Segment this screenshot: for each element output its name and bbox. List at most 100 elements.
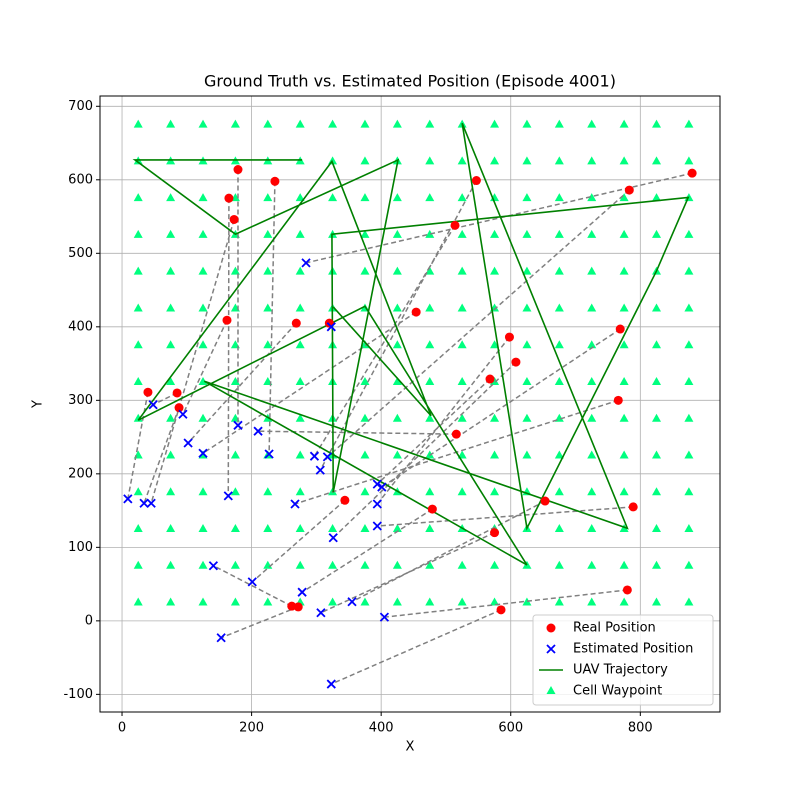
real-point [229,214,239,224]
cell-waypoint [457,266,467,275]
cell-waypoint [230,597,240,606]
pair-line [381,328,621,488]
chart-title: Ground Truth vs. Estimated Position (Epi… [204,72,616,91]
pair-line [301,508,433,593]
cell-waypoint [684,560,694,569]
pair-line [202,311,417,454]
cell-waypoint [263,266,273,275]
cell-waypoint [133,266,143,275]
pair-line [326,189,630,458]
legend-label: UAV Trajectory [573,663,668,678]
cell-waypoint [684,156,694,165]
cell-waypoint [554,303,564,312]
cell-waypoint [457,487,467,496]
estimated-point [309,451,320,461]
cell-waypoint [522,340,532,349]
cell-waypoint [587,487,597,496]
pair-line [376,378,491,485]
cell-waypoint [133,303,143,312]
cell-waypoint [554,229,564,238]
cell-waypoint [198,193,208,202]
cell-waypoint [587,303,597,312]
cell-waypoint [166,487,176,496]
cell-waypoint [263,119,273,128]
cell-waypoint [425,229,435,238]
cell-waypoint [619,597,629,606]
cell-waypoint [457,156,467,165]
estimated-point [264,449,274,459]
estimated-point [322,452,333,462]
estimated-point [223,491,233,501]
cell-waypoint [425,340,435,349]
cell-waypoint [619,266,629,275]
cell-waypoint [230,523,240,532]
cell-waypoint [166,119,176,128]
real-point [172,388,182,398]
real-point [496,605,506,615]
real-point [490,528,500,538]
cell-waypoint [263,523,273,532]
pair-line [251,499,346,583]
cell-waypoint [263,229,273,238]
estimated-point [326,322,336,332]
estimated-point [290,499,300,509]
real-point [628,502,638,512]
pair-line [182,319,228,415]
cell-waypoint [457,597,467,606]
cell-waypoint [425,376,435,385]
cell-waypoint [522,303,532,312]
pair-line [227,198,230,496]
cell-waypoint [425,303,435,312]
cell-waypoint [166,193,176,202]
real-point [615,324,625,334]
estimated-point [148,400,158,410]
legend-label: Cell Waypoint [573,684,662,699]
estimated-point [208,561,219,571]
cell-waypoint [295,303,305,312]
cell-waypoint [684,340,694,349]
cell-waypoint [166,376,176,385]
estimated-point [347,597,357,607]
cell-waypoint [295,487,305,496]
cell-waypoint [263,340,273,349]
estimated-point [139,498,149,508]
cell-waypoint [166,560,176,569]
real-point [427,504,437,514]
cell-waypoint [554,487,564,496]
cell-waypoint [198,523,208,532]
cell-waypoint [587,193,597,202]
cell-waypoint [522,156,532,165]
cell-waypoint [684,413,694,422]
cell-waypoint [360,487,370,496]
estimated-point [253,426,263,436]
cell-waypoint [392,376,402,385]
pair-line [313,224,456,457]
cell-waypoint [133,597,143,606]
cell-waypoint [652,119,662,128]
cell-waypoint [587,119,597,128]
cell-waypoint [360,193,370,202]
cell-waypoint [360,597,370,606]
legend-key [546,623,556,633]
cell-waypoint [198,597,208,606]
estimated-point [146,498,156,508]
cell-waypoint [360,560,370,569]
cell-waypoint [587,560,597,569]
y-tick-label: 300 [68,393,93,408]
cell-waypoint [166,413,176,422]
estimated-point [301,258,311,268]
cell-waypoint [457,376,467,385]
real-point [451,429,461,439]
pair-line [268,181,276,455]
cell-waypoint [652,560,662,569]
cell-waypoint [684,303,694,312]
real-point [340,495,350,505]
plot-area [123,119,697,689]
cell-waypoint [684,266,694,275]
cell-waypoint [522,229,532,238]
estimated-point [315,465,325,475]
legend-label: Real Position [573,621,656,636]
cell-waypoint [652,450,662,459]
cell-waypoint [652,597,662,606]
